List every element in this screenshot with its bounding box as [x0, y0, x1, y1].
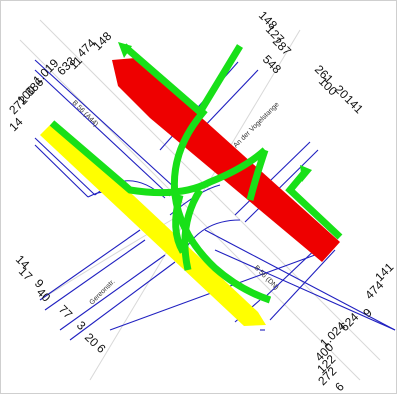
green-arrow-tip-top — [118, 42, 132, 58]
count-label: 6 — [332, 379, 347, 394]
count-label: 14 — [6, 115, 26, 135]
count-label: 3 — [74, 318, 89, 333]
street-label-bottom-right: B 56 (DN) — [253, 264, 280, 291]
green-flow-bands — [49, 43, 343, 304]
street-label-top-left: B 56 (A44) — [71, 99, 100, 128]
lane-lines-main-diagonal — [34, 59, 396, 331]
count-label: 77 — [56, 302, 76, 322]
count-group-right-top: 148 127 287 548 261 100 20 141 — [256, 8, 366, 116]
count-label: 548 — [260, 52, 284, 76]
street-label-top-right: An der Vogelstange — [232, 101, 280, 149]
yellow-flow-band — [40, 121, 266, 326]
green-arrow-tip-right — [300, 165, 312, 182]
red-flow-band — [112, 58, 340, 262]
